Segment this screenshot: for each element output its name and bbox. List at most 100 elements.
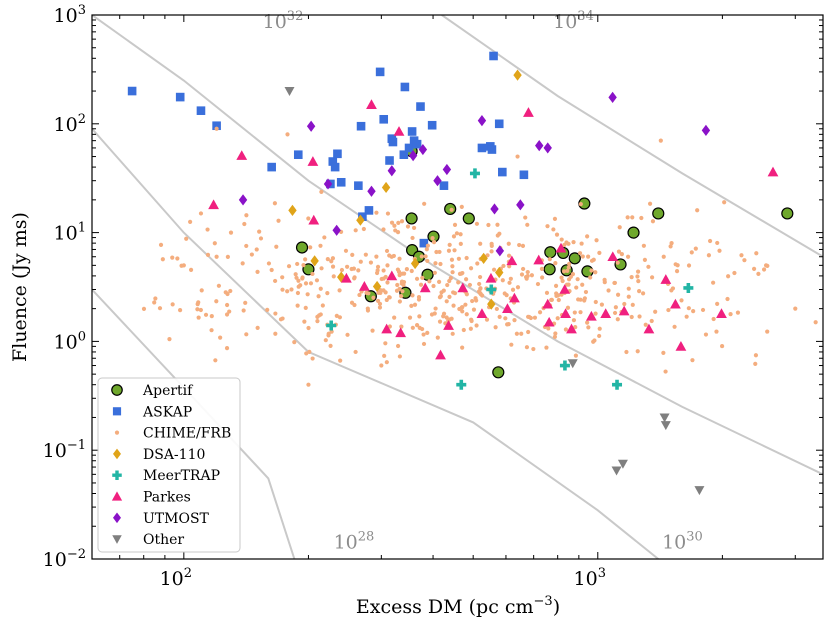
data-point [396, 269, 402, 274]
data-point [399, 294, 404, 299]
data-point [433, 175, 442, 187]
data-point [693, 246, 698, 251]
data-point [326, 331, 331, 336]
data-point [353, 228, 358, 233]
data-point [385, 280, 390, 285]
data-point [236, 150, 248, 160]
data-point [224, 302, 230, 308]
data-point [295, 290, 301, 296]
data-point [495, 222, 500, 227]
data-point [647, 201, 653, 206]
data-point [464, 312, 469, 317]
data-point [345, 264, 350, 269]
data-point [212, 241, 217, 246]
data-point [691, 309, 696, 314]
data-point [198, 211, 204, 216]
data-point [461, 327, 466, 333]
data-point [399, 150, 409, 159]
data-point [224, 312, 230, 317]
data-point [328, 343, 333, 348]
data-point [563, 327, 569, 332]
data-point [545, 224, 550, 229]
data-point [209, 328, 214, 333]
data-point [506, 241, 511, 246]
reference-line [92, 15, 823, 476]
data-point [410, 293, 415, 298]
data-point [793, 306, 798, 311]
data-point [589, 268, 594, 273]
data-point [364, 206, 374, 215]
data-point [486, 222, 491, 228]
data-point [273, 311, 278, 316]
data-point [579, 241, 584, 246]
data-point [506, 253, 512, 258]
data-point [732, 270, 737, 276]
data-point [407, 315, 413, 320]
data-point [307, 349, 312, 354]
data-point [555, 242, 567, 253]
data-point [184, 236, 189, 241]
data-point [514, 331, 519, 336]
data-point [593, 270, 598, 275]
data-point [111, 491, 123, 501]
data-point [334, 313, 339, 318]
data-point [491, 267, 497, 272]
data-point [559, 275, 564, 280]
data-point [374, 254, 379, 259]
data-point [294, 275, 299, 280]
data-point [552, 216, 558, 221]
series-meertrap [326, 168, 694, 390]
data-point [228, 230, 234, 235]
data-point [438, 261, 443, 267]
data-point [674, 269, 680, 274]
data-point [304, 351, 309, 356]
data-point [421, 332, 426, 337]
data-point [726, 274, 731, 279]
data-point [244, 243, 249, 249]
reference-labels: 1028 1030 1032 1034 [263, 9, 703, 553]
data-point [553, 283, 559, 288]
data-point [379, 114, 389, 124]
data-point [244, 213, 249, 218]
data-point [566, 277, 572, 282]
data-point [600, 308, 612, 318]
data-point [377, 305, 383, 310]
legend-entry: Apertif [111, 383, 194, 399]
data-point [523, 107, 534, 117]
data-point [329, 329, 334, 334]
series-other [284, 87, 705, 496]
data-point [602, 277, 607, 282]
data-point [170, 302, 175, 307]
data-point [404, 266, 409, 272]
data-point [637, 289, 642, 294]
data-point [477, 143, 487, 153]
data-point [612, 310, 618, 316]
data-point [572, 310, 577, 315]
data-point [649, 318, 654, 324]
y-tick-label: 103 [54, 3, 86, 27]
data-point [242, 221, 247, 227]
data-point [502, 303, 513, 313]
data-point [188, 267, 194, 272]
data-point [573, 325, 578, 330]
data-point [485, 272, 497, 283]
data-point [386, 270, 398, 281]
data-point [326, 320, 337, 331]
tick-labels: 102 103 10−2 10−1 100 101 102 103 [43, 3, 606, 590]
data-point [451, 303, 456, 308]
data-point [389, 220, 395, 225]
data-point [410, 257, 420, 270]
data-point [195, 307, 200, 312]
data-point [447, 317, 452, 322]
series-apertif [295, 145, 794, 379]
data-point [254, 247, 259, 252]
data-point [485, 253, 490, 258]
data-point [484, 317, 490, 322]
data-point [319, 266, 324, 271]
data-point [630, 215, 635, 220]
data-point [611, 466, 622, 476]
data-point [266, 261, 272, 266]
data-point [716, 308, 727, 318]
data-point [701, 124, 711, 136]
data-point [456, 256, 461, 261]
